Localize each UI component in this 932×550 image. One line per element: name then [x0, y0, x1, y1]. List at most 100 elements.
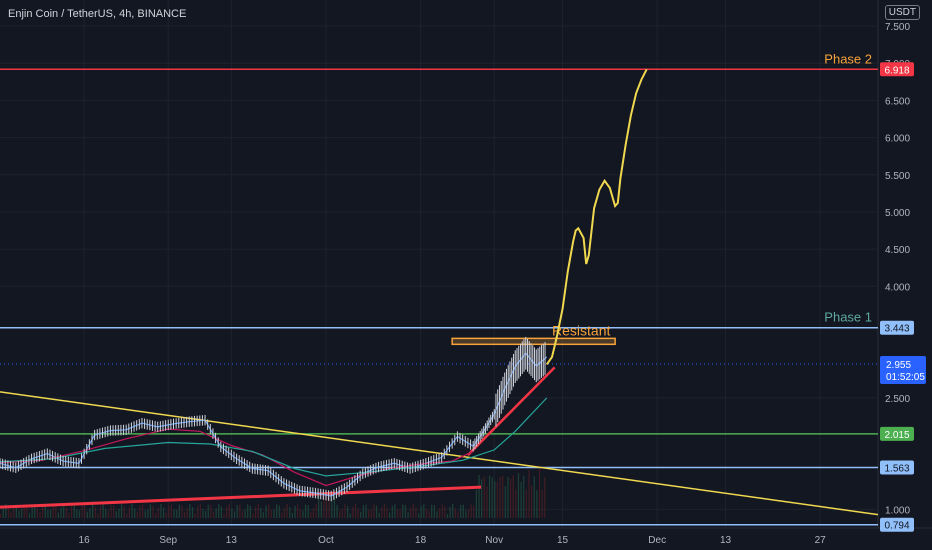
- volume-bar: [44, 504, 46, 518]
- volume-bar: [257, 504, 259, 518]
- projection-path: [545, 68, 648, 365]
- volume-bar: [276, 504, 278, 518]
- volume-bar: [294, 505, 296, 518]
- volume-bar: [57, 512, 60, 518]
- price-axis-tick: 6.000: [885, 134, 910, 145]
- last-price-value: 2.955: [886, 360, 911, 371]
- volume-bar: [247, 504, 249, 518]
- volume-bar: [481, 479, 483, 518]
- volume-bar: [478, 475, 480, 518]
- volume-bar: [254, 507, 257, 518]
- volume-bar: [110, 504, 112, 518]
- rising-trendline[interactable]: [467, 366, 556, 456]
- volume-bar: [444, 506, 446, 518]
- volume-bar: [470, 504, 472, 518]
- volume-bar: [173, 509, 175, 518]
- volume-bar: [162, 507, 165, 518]
- price-axis-tick: 7.500: [885, 22, 910, 33]
- price-axis-tick: 6.500: [885, 96, 910, 107]
- volume-bar: [55, 505, 57, 518]
- volume-bar: [538, 468, 541, 518]
- volume-bar: [141, 504, 144, 518]
- volume-bar: [304, 504, 307, 518]
- price-axis-tick: 4.000: [885, 282, 910, 293]
- volume-bar: [297, 504, 299, 518]
- volume-bar: [139, 505, 141, 518]
- volume-bar: [118, 508, 120, 518]
- resistance-label: Resistant: [552, 322, 610, 338]
- volume-bar: [68, 512, 70, 518]
- volume-bar: [428, 510, 430, 518]
- volume-bar: [425, 508, 428, 518]
- volume-bar: [155, 512, 157, 518]
- volume-bar: [97, 513, 99, 518]
- volume-bar: [509, 478, 512, 518]
- chart-title: Enjin Coin / TetherUS, 4h, BINANCE: [8, 8, 187, 20]
- level-price-tag: [880, 320, 914, 335]
- volume-bar: [92, 504, 94, 518]
- time-axis-tick: 16: [79, 535, 91, 546]
- volume-bar: [212, 511, 215, 518]
- volume-bar: [473, 505, 475, 518]
- volume-bar: [270, 509, 272, 518]
- volume-bar: [194, 513, 196, 518]
- volume-bar: [207, 504, 209, 518]
- volume-bar: [507, 477, 509, 518]
- volume-bar: [78, 510, 81, 518]
- price-axis-tick: 5.500: [885, 171, 910, 182]
- volume-bar: [126, 513, 128, 518]
- volume-bar: [218, 504, 220, 518]
- volume-bar: [136, 511, 138, 518]
- volume-bar: [496, 481, 499, 518]
- volume-bar: [273, 509, 275, 518]
- volume-bar: [531, 485, 533, 518]
- volume-bar: [339, 510, 341, 518]
- volume-bar: [417, 513, 420, 518]
- support-trendline[interactable]: [0, 485, 482, 509]
- volume-bar: [462, 504, 464, 518]
- volume-bar: [320, 501, 322, 518]
- level-price-tag-text: 2.015: [884, 430, 909, 441]
- volume-bar: [502, 475, 504, 518]
- level-price-tag-text: 3.443: [884, 324, 909, 335]
- time-axis-tick: Dec: [648, 535, 666, 546]
- volume-bar: [249, 505, 251, 518]
- volume-bar: [226, 506, 228, 518]
- volume-bar: [299, 509, 301, 518]
- volume-bar: [315, 504, 317, 518]
- price-axis-tick: 4.500: [885, 245, 910, 256]
- volume-bar: [84, 505, 86, 518]
- time-axis-tick: 13: [226, 535, 238, 546]
- volume-bar: [504, 486, 506, 518]
- volume-bar: [373, 504, 375, 518]
- volume-bar: [323, 494, 325, 518]
- volume-bar: [128, 506, 131, 518]
- level-price-tag: [880, 517, 914, 532]
- resistance-zone[interactable]: [451, 337, 616, 346]
- volume-bar: [341, 508, 343, 518]
- volume-bar: [494, 481, 496, 518]
- volume-bar: [10, 511, 12, 518]
- volume-bar: [18, 510, 20, 518]
- volume-bar: [13, 505, 15, 518]
- volume-bar: [191, 506, 194, 518]
- volume-bar: [15, 504, 17, 518]
- volume-bar: [86, 511, 88, 518]
- volume-bar: [205, 510, 207, 518]
- volume-bar: [512, 475, 514, 518]
- volume-bar: [7, 508, 10, 518]
- volume-bar: [94, 506, 96, 518]
- volume-bar: [391, 505, 393, 518]
- currency-selector[interactable]: USDT: [884, 5, 920, 20]
- volume-bar: [318, 494, 320, 518]
- price-axis-pane: [878, 0, 932, 550]
- volume-bar: [415, 506, 417, 518]
- volume-bar: [441, 504, 443, 518]
- level-price-tag-text: 6.918: [884, 65, 909, 76]
- volume-bar: [49, 509, 52, 518]
- level-name-label: Phase 1: [824, 310, 872, 325]
- volume-bar: [454, 508, 456, 518]
